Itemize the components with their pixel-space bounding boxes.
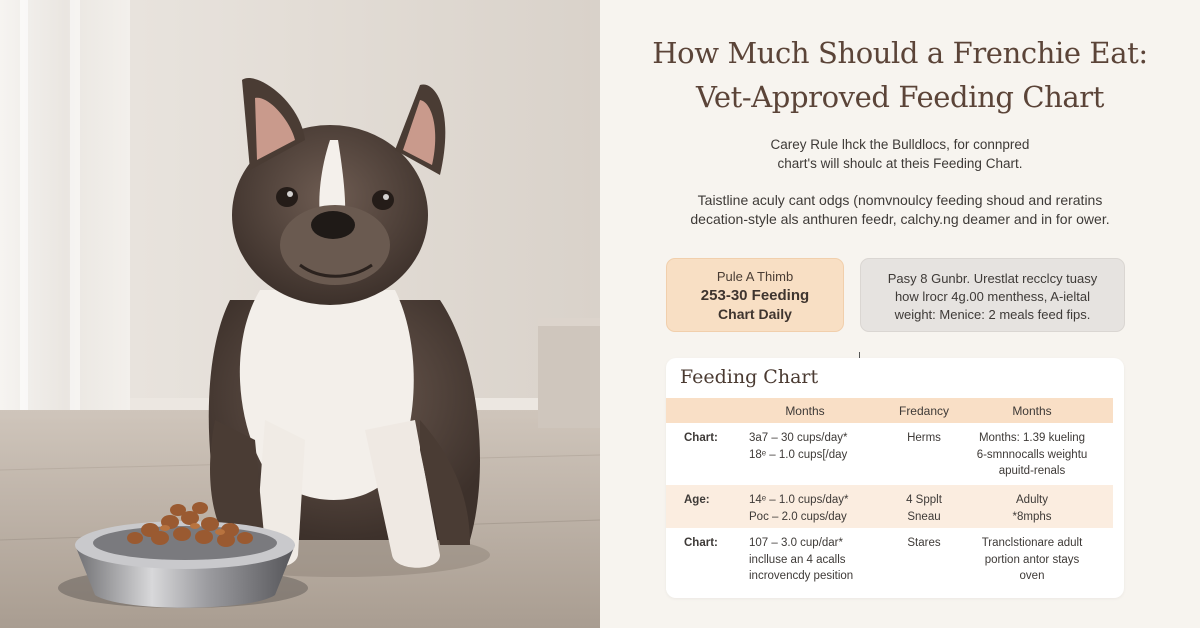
row-amount: 107 – 3.0 cup/dar* inclluse an 4 acalls …: [749, 535, 853, 585]
row-notes: Adulty *8mphs: [966, 492, 1098, 525]
feeding-chart-title: Feeding Chart: [680, 366, 819, 388]
intro-line-4: decation-style als anthuren feedr, calch…: [690, 211, 1110, 227]
column-header-months: Months: [785, 404, 825, 418]
row-notes-line: Months: 1.39 kueling: [978, 432, 1086, 444]
row-notes-line: portion antor stays: [984, 553, 1080, 566]
page-title-line-1: How Much Should a Frenchie Eat:: [652, 36, 1148, 70]
row-amount: 14ᵉ – 1.0 cups/day* Poc – 2.0 cups/day: [749, 492, 849, 525]
row-notes-line: Adulty: [1016, 494, 1048, 506]
row-frequency-line: Sneau: [907, 510, 941, 523]
feeding-chart-card: Feeding Chart Months Fredancy Months Cha…: [666, 358, 1124, 598]
rule-of-thumb-card: Pule A Thimb 253-30 Feeding Chart Daily: [666, 258, 844, 332]
intro-line-1: Carey Rule lhck the Bulldlocs, for connp…: [770, 137, 1030, 152]
intro-line-2: chart's will shoulc at theis Feeding Cha…: [777, 156, 1023, 171]
column-header-frequency: Fredancy: [898, 404, 950, 418]
rule-of-thumb-value: 253-30 Feeding: [700, 287, 810, 304]
row-notes-line: *8mphs: [1012, 510, 1052, 523]
row-frequency: Stares: [884, 535, 964, 552]
row-notes: Months: 1.39 kueling 6-smnnocalls weight…: [966, 430, 1098, 480]
row-amount-line: 107 – 3.0 cup/dar*: [749, 537, 843, 549]
table-row: Chart: 3a7 – 30 cups/day* 18ᵉ – 1.0 cups…: [666, 423, 1113, 485]
row-frequency-line: Herms: [907, 432, 941, 444]
row-notes-line: oven: [1019, 570, 1045, 582]
row-amount-line: Poc – 2.0 cups/day: [749, 510, 847, 523]
row-label: Chart:: [684, 432, 718, 444]
row-amount-line: incrovencdy pesition: [749, 570, 854, 582]
row-notes-line: 6-smnnocalls weightu: [976, 448, 1088, 461]
row-label: Chart:: [684, 537, 718, 549]
puppy-info-card: Pasy 8 Gunbr. Urestlat recclcy tuasy how…: [860, 258, 1125, 332]
row-label: Age:: [684, 494, 710, 506]
table-row: Age: 14ᵉ – 1.0 cups/day* Poc – 2.0 cups/…: [666, 485, 1113, 528]
frenchie-illustration: [0, 0, 600, 628]
row-frequency: Herms: [884, 430, 964, 447]
rule-of-thumb-unit: Chart Daily: [718, 306, 792, 322]
intro-line-3: Taistline aculy cant odgs (nomvnoulcy fe…: [697, 192, 1103, 208]
row-amount-line: 3a7 – 30 cups/day*: [749, 432, 848, 444]
puppy-info-line-3: weight: Menice: 2 meals feed fips.: [894, 307, 1091, 322]
info-panel: How Much Should a Frenchie Eat: Vet-Appr…: [600, 0, 1200, 628]
puppy-info-line-2: how lrocr 4g.00 menthess, A-ieltal: [894, 289, 1091, 304]
rule-of-thumb-label: Pule A Thimb: [716, 269, 794, 284]
row-frequency-line: 4 Spplt: [906, 494, 942, 506]
row-notes-line: Tranclstionare adult: [981, 537, 1083, 549]
row-frequency-line: Stares: [907, 537, 941, 549]
row-notes-line: apuitd-renals: [998, 465, 1066, 477]
row-amount-line: 18ᵉ – 1.0 cups[/day: [749, 448, 848, 461]
page-title-line-2: Vet-Approved Feeding Chart: [695, 80, 1105, 114]
column-header-months-2: Months: [1012, 404, 1052, 418]
row-notes: Tranclstionare adult portion antor stays…: [966, 535, 1098, 585]
row-frequency: 4 Spplt Sneau: [884, 492, 964, 525]
puppy-info-line-1: Pasy 8 Gunbr. Urestlat recclcy tuasy: [887, 271, 1098, 286]
feeding-chart-header-row: Months Fredancy Months: [666, 398, 1113, 423]
row-amount-line: 14ᵉ – 1.0 cups/day*: [749, 494, 849, 506]
row-amount-line: inclluse an 4 acalls: [749, 553, 846, 566]
table-row: Chart: 107 – 3.0 cup/dar* inclluse an 4 …: [666, 528, 1113, 590]
hero-photo: [0, 0, 600, 628]
row-amount: 3a7 – 30 cups/day* 18ᵉ – 1.0 cups[/day: [749, 430, 847, 463]
